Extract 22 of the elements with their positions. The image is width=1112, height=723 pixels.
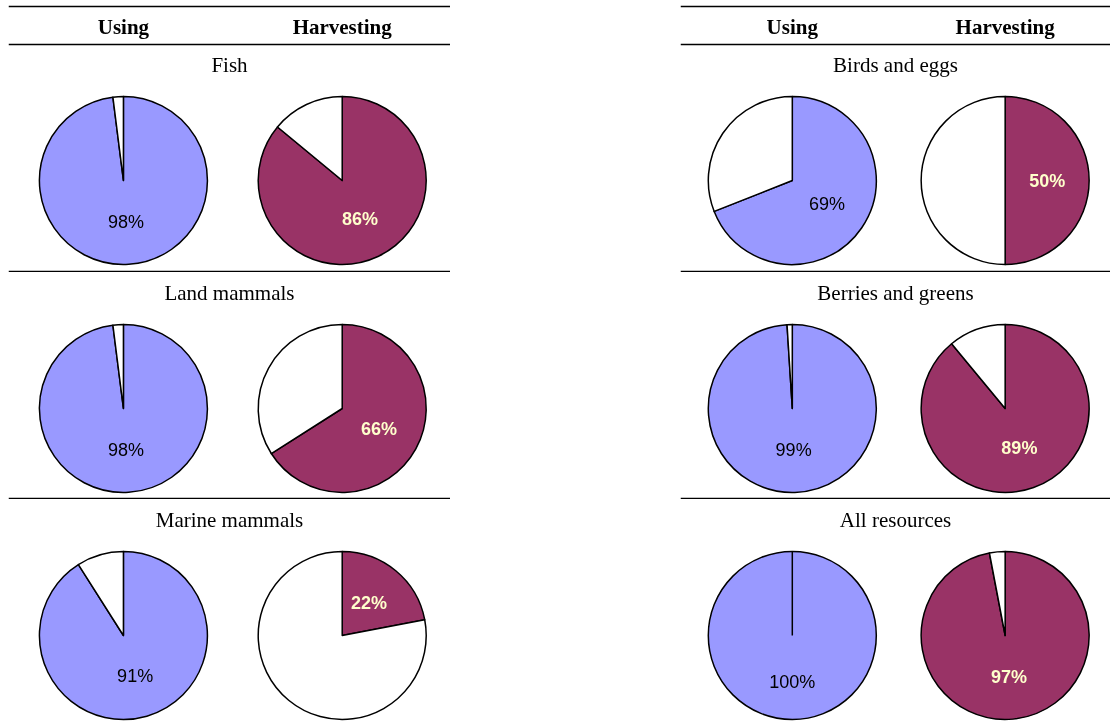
- data-label: 66%: [361, 418, 398, 439]
- text: Fish: [211, 52, 249, 77]
- data-label: 98%: [108, 440, 145, 461]
- data-label: 100%: [769, 671, 816, 692]
- data-label: 91%: [117, 665, 154, 686]
- slice-label: Harvesting: [292, 14, 393, 39]
- chart-title: Land mammals: [164, 280, 295, 305]
- data-label: 99%: [775, 440, 812, 461]
- data-label: 98%: [108, 212, 145, 233]
- chart-title: All resources: [839, 507, 952, 532]
- chart-title: Berries and greens: [817, 280, 974, 305]
- data-label: 86%: [342, 208, 379, 229]
- slice-label: Using: [766, 14, 819, 39]
- slice-label: Harvesting: [955, 14, 1056, 39]
- slice-label: Using: [97, 14, 150, 39]
- data-label: 69%: [809, 194, 846, 215]
- data-label: 97%: [991, 667, 1028, 688]
- chart-title: Marine mammals: [155, 507, 304, 532]
- data-label: 22%: [350, 593, 387, 614]
- data-label: 50%: [1029, 170, 1066, 191]
- data-label: 89%: [1001, 438, 1038, 459]
- text: Birds and eggs: [833, 52, 958, 77]
